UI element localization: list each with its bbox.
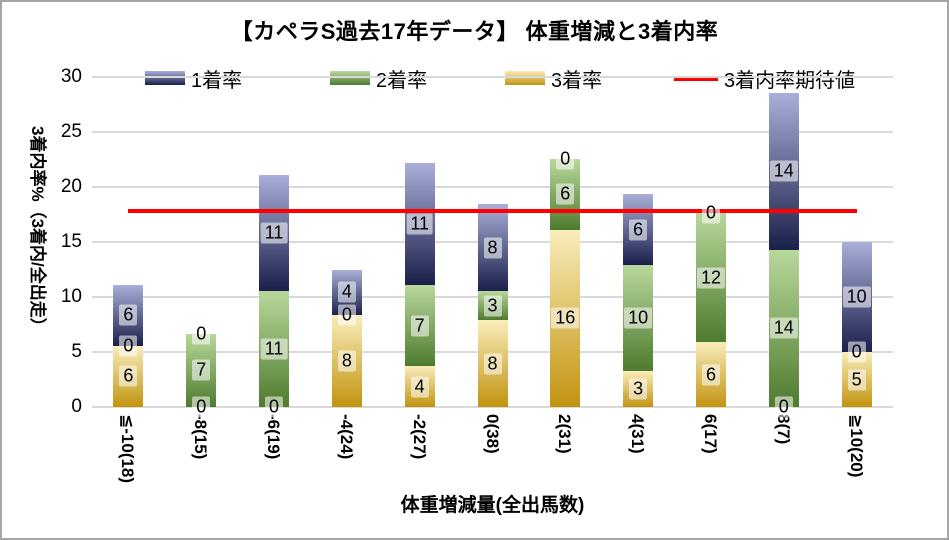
- x-tick-label: 8(7): [773, 414, 793, 445]
- x-tick-label: -6(19): [264, 414, 284, 460]
- legend-swatch-third-place: [505, 71, 545, 85]
- data-label: 0: [265, 396, 284, 418]
- data-label: 10: [842, 286, 871, 308]
- data-label: 11: [406, 213, 434, 235]
- legend-label-first-place: 1着率: [191, 69, 243, 92]
- data-label: 0: [774, 396, 793, 418]
- data-label: 6: [556, 183, 575, 205]
- legend-item-third-place: 3着率: [505, 64, 602, 92]
- data-label: 4: [410, 376, 429, 398]
- x-tick-label: -8(15): [191, 414, 211, 460]
- data-label: 7: [410, 315, 429, 337]
- data-label: 6: [119, 304, 138, 326]
- x-tick-label: 6(17): [700, 414, 720, 454]
- y-tick-label: 0: [71, 396, 82, 417]
- x-tick-label: -2(27): [409, 414, 429, 460]
- data-label: 6: [119, 365, 138, 387]
- data-label: 16: [551, 307, 580, 329]
- data-label: 5: [847, 369, 866, 390]
- y-tick-label: 15: [60, 231, 82, 252]
- gridline: [92, 406, 893, 408]
- y-tick-label: 10: [60, 286, 82, 307]
- data-label: 0: [119, 335, 138, 357]
- data-label: 8: [483, 237, 502, 259]
- data-label: 0: [337, 304, 356, 326]
- data-label: 11: [260, 222, 288, 244]
- legend-item-expected-rate: 3着内率期待値: [674, 64, 855, 92]
- legend-label-second-place: 2着率: [376, 69, 428, 92]
- legend-line-expected-rate: [674, 75, 718, 81]
- gridline: [92, 186, 893, 188]
- plot-area: 6 0 6 0 7 0 0 11 11 8 0 4 4 7 11 8 3 8 16 6 0 3 10 6 6 12 0 0 14 14 5 0…: [92, 76, 893, 418]
- y-tick-label: 30: [60, 66, 82, 87]
- legend-item-first-place: 1着率: [145, 64, 242, 92]
- data-label: 3: [629, 378, 648, 400]
- y-tick-label: 20: [60, 176, 82, 197]
- data-label: 0: [192, 396, 211, 418]
- legend-label-third-place: 3着率: [551, 69, 603, 92]
- x-tick-label: 0(38): [482, 414, 502, 454]
- data-label: 14: [769, 317, 798, 339]
- y-tick-label: 25: [60, 121, 82, 142]
- data-label: 7: [192, 359, 211, 381]
- x-tick-label: ≧10(20): [846, 414, 866, 478]
- data-label: 10: [624, 307, 653, 329]
- expected-rate-line: [128, 209, 857, 214]
- x-tick-label: ≦-10(18): [118, 414, 138, 484]
- x-tick-label: 2(31): [555, 414, 575, 454]
- chart-title: 【カペラS過去17年データ】 体重増減と3着内率: [230, 19, 719, 44]
- data-label: 6: [701, 364, 720, 386]
- data-label: 0: [556, 148, 575, 170]
- data-label: 8: [337, 350, 356, 372]
- data-label: 8: [483, 353, 502, 375]
- y-tick-label: 5: [71, 341, 82, 362]
- data-label: 6: [629, 219, 648, 240]
- legend-label-expected-rate: 3着内率期待値: [724, 69, 856, 92]
- legend-swatch-first-place: [145, 71, 185, 85]
- legend-swatch-second-place: [330, 71, 370, 85]
- data-label: 0: [847, 341, 866, 363]
- legend-item-second-place: 2着率: [330, 64, 427, 92]
- data-label: 12: [696, 267, 725, 289]
- data-label: 11: [260, 338, 288, 360]
- gridline: [92, 76, 893, 78]
- x-tick-label: -4(24): [336, 414, 356, 460]
- data-label: 3: [483, 295, 502, 317]
- data-label: 14: [769, 160, 798, 182]
- data-label: 0: [701, 202, 720, 224]
- data-label: 4: [337, 281, 356, 303]
- gridline: [92, 131, 893, 133]
- x-axis-title: 体重増減量(全出馬数): [400, 495, 585, 516]
- x-tick-label: 4(31): [628, 414, 648, 454]
- data-label: 0: [192, 323, 211, 345]
